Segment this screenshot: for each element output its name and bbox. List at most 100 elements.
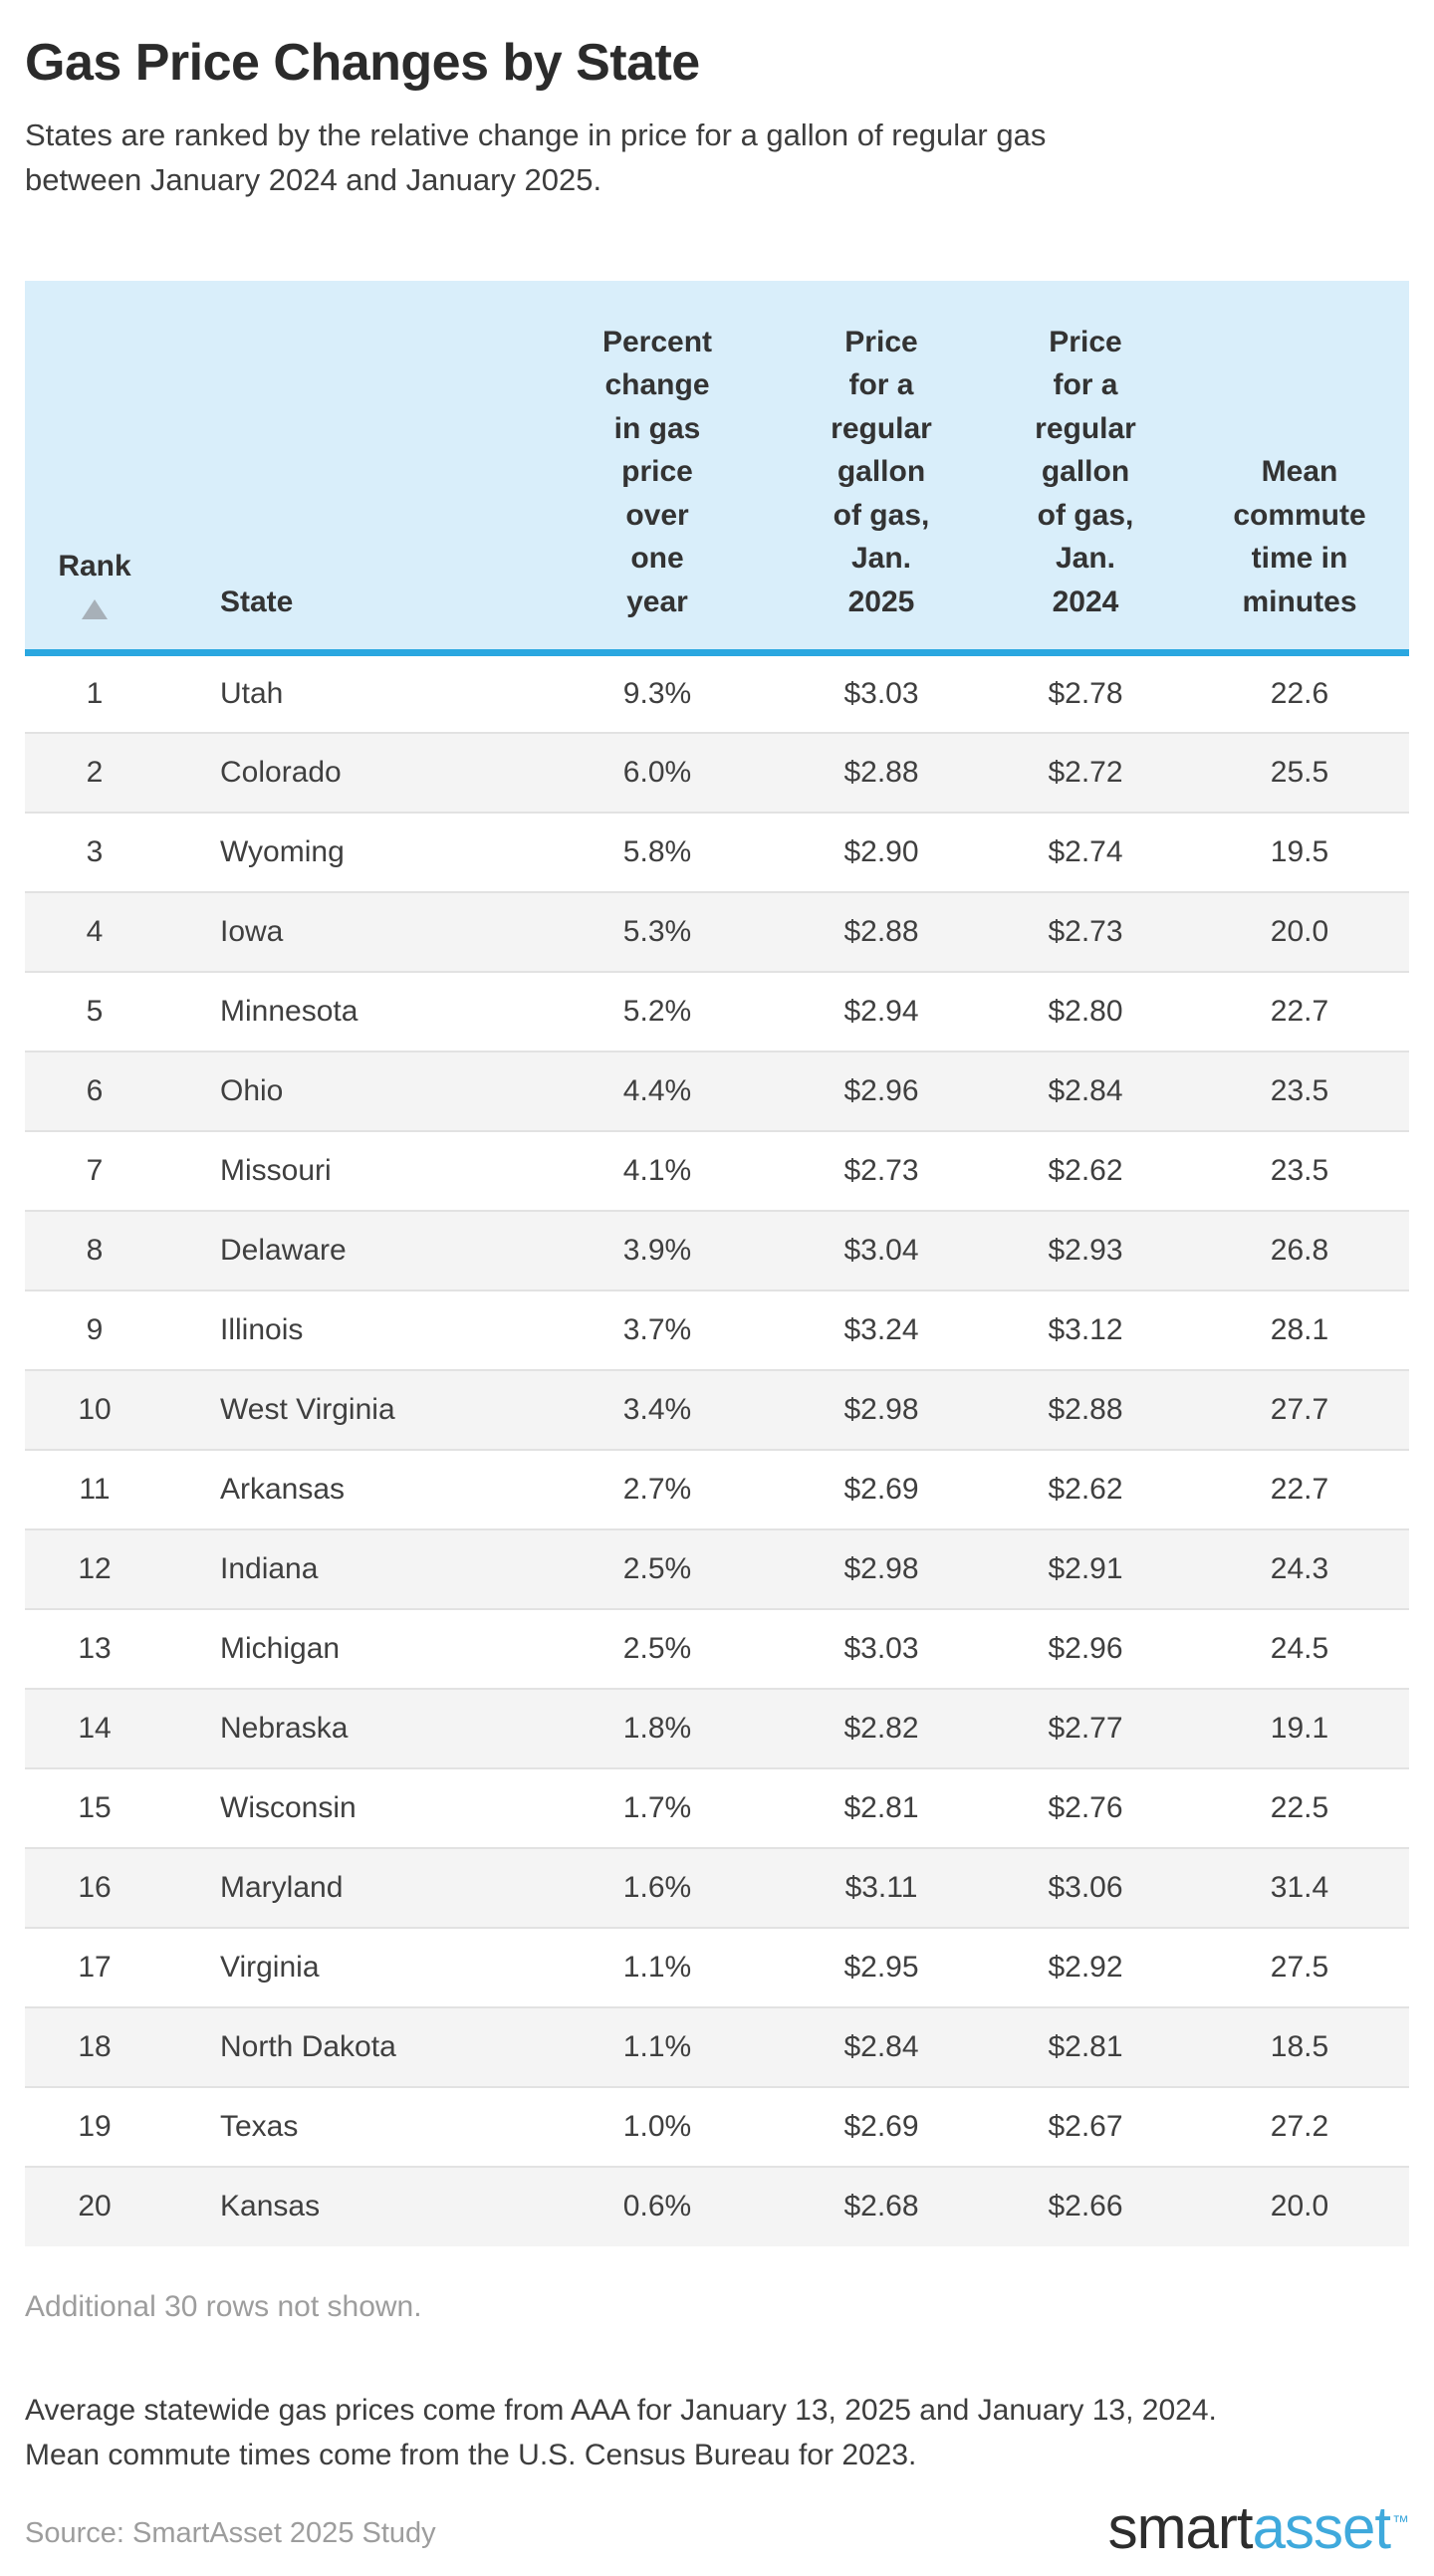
source-row: Source: SmartAsset 2025 Study smartasset… bbox=[25, 2497, 1409, 2557]
column-header-mean-commute-label: Mean commute time in minutes bbox=[1233, 455, 1366, 618]
percent-change-cell: 6.0% bbox=[533, 731, 782, 813]
rank-cell: 15 bbox=[25, 1766, 164, 1848]
commute-time-cell: 24.5 bbox=[1190, 1607, 1409, 1689]
price-jan-2024-cell: $2.72 bbox=[981, 731, 1190, 813]
state-cell: Indiana bbox=[164, 1527, 533, 1609]
state-cell: Iowa bbox=[164, 890, 533, 972]
price-jan-2025-cell: $2.88 bbox=[782, 890, 981, 972]
column-header-percent-change-label: Percent change in gas price over one yea… bbox=[601, 325, 713, 618]
commute-time-cell: 28.1 bbox=[1190, 1288, 1409, 1370]
table-row: 2 Colorado 6.0% $2.88 $2.72 25.5 bbox=[25, 731, 1409, 813]
percent-change-cell: 1.1% bbox=[533, 2005, 782, 2087]
rank-cell: 17 bbox=[25, 1926, 164, 2007]
percent-change-cell: 1.0% bbox=[533, 2085, 782, 2167]
commute-time-cell: 22.5 bbox=[1190, 1766, 1409, 1848]
state-cell: Kansas bbox=[164, 2165, 533, 2246]
state-cell: Virginia bbox=[164, 1926, 533, 2007]
price-jan-2025-cell: $3.11 bbox=[782, 1846, 981, 1928]
table-row: 20 Kansas 0.6% $2.68 $2.66 20.0 bbox=[25, 2165, 1409, 2246]
state-cell: Ohio bbox=[164, 1050, 533, 1131]
rank-cell: 18 bbox=[25, 2005, 164, 2087]
percent-change-cell: 5.8% bbox=[533, 811, 782, 892]
state-cell: Michigan bbox=[164, 1607, 533, 1689]
percent-change-cell: 3.7% bbox=[533, 1288, 782, 1370]
commute-time-cell: 23.5 bbox=[1190, 1129, 1409, 1211]
rank-cell: 14 bbox=[25, 1687, 164, 1768]
percent-change-cell: 4.1% bbox=[533, 1129, 782, 1211]
percent-change-cell: 2.7% bbox=[533, 1448, 782, 1529]
commute-time-cell: 31.4 bbox=[1190, 1846, 1409, 1928]
percent-change-cell: 3.4% bbox=[533, 1368, 782, 1450]
commute-time-cell: 19.1 bbox=[1190, 1687, 1409, 1768]
column-header-mean-commute[interactable]: Mean commute time in minutes bbox=[1190, 280, 1409, 657]
price-jan-2025-cell: $2.73 bbox=[782, 1129, 981, 1211]
state-cell: Maryland bbox=[164, 1846, 533, 1928]
table-row: 5 Minnesota 5.2% $2.94 $2.80 22.7 bbox=[25, 970, 1409, 1052]
percent-change-cell: 2.5% bbox=[533, 1527, 782, 1609]
source-credit: Source: SmartAsset 2025 Study bbox=[25, 2516, 436, 2549]
percent-change-cell: 2.5% bbox=[533, 1607, 782, 1689]
percent-change-cell: 1.6% bbox=[533, 1846, 782, 1928]
commute-time-cell: 27.5 bbox=[1190, 1926, 1409, 2007]
column-header-state[interactable]: State bbox=[164, 280, 533, 657]
price-jan-2025-cell: $2.88 bbox=[782, 731, 981, 813]
state-cell: Wyoming bbox=[164, 811, 533, 892]
smartasset-logo: smartasset ™ bbox=[1108, 2497, 1409, 2557]
price-jan-2024-cell: $2.76 bbox=[981, 1766, 1190, 1848]
rank-cell: 19 bbox=[25, 2085, 164, 2167]
column-header-price-jan-2025-label: Price for a regular gallon of gas, Jan. … bbox=[831, 325, 932, 618]
table-row: 14 Nebraska 1.8% $2.82 $2.77 19.1 bbox=[25, 1687, 1409, 1768]
price-jan-2025-cell: $2.95 bbox=[782, 1926, 981, 2007]
percent-change-cell: 1.1% bbox=[533, 1926, 782, 2007]
column-header-price-jan-2024[interactable]: Price for a regular gallon of gas, Jan. … bbox=[981, 280, 1190, 657]
rank-cell: 5 bbox=[25, 970, 164, 1052]
column-header-rank[interactable]: Rank bbox=[25, 280, 164, 657]
percent-change-cell: 0.6% bbox=[533, 2165, 782, 2246]
sort-ascending-icon[interactable] bbox=[82, 599, 108, 620]
price-jan-2024-cell: $3.06 bbox=[981, 1846, 1190, 1928]
percent-change-cell: 1.7% bbox=[533, 1766, 782, 1848]
percent-change-cell: 1.8% bbox=[533, 1687, 782, 1768]
column-header-percent-change[interactable]: Percent change in gas price over one yea… bbox=[533, 280, 782, 657]
table-row: 18 North Dakota 1.1% $2.84 $2.81 18.5 bbox=[25, 2005, 1409, 2087]
percent-change-cell: 5.2% bbox=[533, 970, 782, 1052]
state-cell: Colorado bbox=[164, 731, 533, 813]
price-jan-2024-cell: $2.74 bbox=[981, 811, 1190, 892]
column-header-price-jan-2024-label: Price for a regular gallon of gas, Jan. … bbox=[1035, 325, 1136, 618]
table-header: Rank State Percent change in gas price o… bbox=[25, 280, 1409, 657]
rank-cell: 8 bbox=[25, 1209, 164, 1290]
column-header-state-label: State bbox=[220, 585, 294, 618]
state-cell: Texas bbox=[164, 2085, 533, 2167]
price-jan-2025-cell: $2.90 bbox=[782, 811, 981, 892]
commute-time-cell: 18.5 bbox=[1190, 2005, 1409, 2087]
price-jan-2025-cell: $3.24 bbox=[782, 1288, 981, 1370]
table-header-row: Rank State Percent change in gas price o… bbox=[25, 280, 1409, 657]
price-jan-2025-cell: $3.04 bbox=[782, 1209, 981, 1290]
state-cell: Delaware bbox=[164, 1209, 533, 1290]
table-row: 10 West Virginia 3.4% $2.98 $2.88 27.7 bbox=[25, 1368, 1409, 1450]
commute-time-cell: 20.0 bbox=[1190, 890, 1409, 972]
percent-change-cell: 9.3% bbox=[533, 652, 782, 733]
table-row: 11 Arkansas 2.7% $2.69 $2.62 22.7 bbox=[25, 1448, 1409, 1529]
table-row: 12 Indiana 2.5% $2.98 $2.91 24.3 bbox=[25, 1527, 1409, 1609]
trademark-symbol: ™ bbox=[1392, 2511, 1409, 2531]
column-header-price-jan-2025[interactable]: Price for a regular gallon of gas, Jan. … bbox=[782, 280, 981, 657]
state-cell: West Virginia bbox=[164, 1368, 533, 1450]
additional-rows-note: Additional 30 rows not shown. bbox=[25, 2289, 422, 2323]
price-jan-2025-cell: $3.03 bbox=[782, 652, 981, 733]
rank-cell: 7 bbox=[25, 1129, 164, 1211]
table-row: 16 Maryland 1.6% $3.11 $3.06 31.4 bbox=[25, 1846, 1409, 1928]
commute-time-cell: 22.7 bbox=[1190, 1448, 1409, 1529]
price-jan-2024-cell: $2.62 bbox=[981, 1129, 1190, 1211]
table-row: 8 Delaware 3.9% $3.04 $2.93 26.8 bbox=[25, 1209, 1409, 1290]
price-jan-2025-cell: $2.98 bbox=[782, 1527, 981, 1609]
table-body: 1 Utah 9.3% $3.03 $2.78 22.6 2 Colorado … bbox=[25, 652, 1409, 2246]
commute-time-cell: 20.0 bbox=[1190, 2165, 1409, 2246]
price-jan-2024-cell: $2.81 bbox=[981, 2005, 1190, 2087]
commute-time-cell: 19.5 bbox=[1190, 811, 1409, 892]
rank-cell: 16 bbox=[25, 1846, 164, 1928]
price-jan-2024-cell: $2.96 bbox=[981, 1607, 1190, 1689]
price-jan-2025-cell: $2.81 bbox=[782, 1766, 981, 1848]
state-cell: Illinois bbox=[164, 1288, 533, 1370]
percent-change-cell: 4.4% bbox=[533, 1050, 782, 1131]
